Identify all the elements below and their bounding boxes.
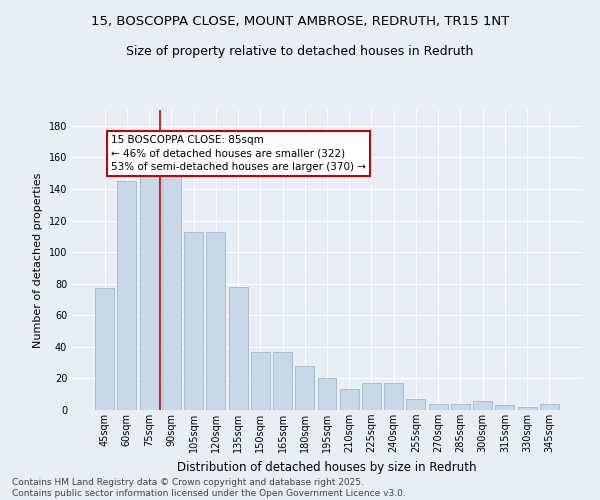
Bar (317, 378, 337, 410)
Bar (340, 390, 359, 410)
Bar (184, 232, 203, 410)
Bar (406, 399, 425, 410)
Bar (496, 406, 514, 410)
Bar (518, 407, 536, 410)
Bar (95, 288, 114, 410)
X-axis label: Distribution of detached houses by size in Redruth: Distribution of detached houses by size … (177, 460, 477, 473)
Y-axis label: Number of detached properties: Number of detached properties (33, 172, 43, 348)
Bar (362, 383, 381, 410)
Bar (295, 366, 314, 410)
Bar (206, 232, 225, 410)
Text: 15 BOSCOPPA CLOSE: 85sqm
← 46% of detached houses are smaller (322)
53% of semi-: 15 BOSCOPPA CLOSE: 85sqm ← 46% of detach… (112, 136, 367, 172)
Bar (429, 404, 448, 410)
Bar (473, 400, 492, 410)
Text: 15, BOSCOPPA CLOSE, MOUNT AMBROSE, REDRUTH, TR15 1NT: 15, BOSCOPPA CLOSE, MOUNT AMBROSE, REDRU… (91, 15, 509, 28)
Text: Size of property relative to detached houses in Redruth: Size of property relative to detached ho… (127, 45, 473, 58)
Text: Contains HM Land Registry data © Crown copyright and database right 2025.
Contai: Contains HM Land Registry data © Crown c… (12, 478, 406, 498)
Bar (118, 181, 136, 410)
Bar (273, 352, 292, 410)
Bar (162, 174, 181, 410)
Bar (229, 287, 248, 410)
Bar (140, 176, 158, 410)
Bar (451, 404, 470, 410)
Bar (384, 383, 403, 410)
Bar (540, 404, 559, 410)
Bar (251, 352, 270, 410)
